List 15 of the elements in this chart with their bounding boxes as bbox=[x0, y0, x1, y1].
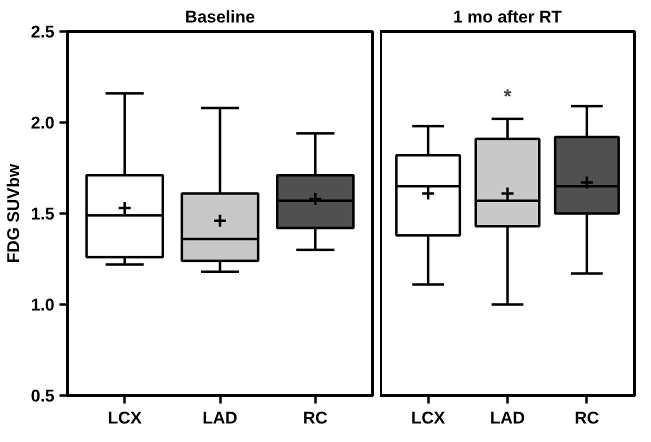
chart-title: 1 mo after RT bbox=[453, 8, 562, 26]
x-tick-label: LCX bbox=[411, 408, 446, 428]
y-tick-label: 1.0 bbox=[30, 296, 55, 314]
x-tick-label: RC bbox=[574, 408, 600, 428]
y-tick-label: 2.0 bbox=[30, 114, 55, 132]
y-axis-title: FDG SUVbw bbox=[4, 163, 23, 264]
x-tick-label: RC bbox=[303, 408, 328, 428]
chart-title: Baseline bbox=[185, 8, 255, 26]
annotation: * bbox=[504, 86, 512, 108]
x-tick-label: LAD bbox=[490, 408, 525, 428]
y-tick-label: 0.5 bbox=[30, 386, 55, 406]
y-tick-label: 1.5 bbox=[30, 204, 55, 224]
y-tick-label: 2.5 bbox=[30, 22, 55, 42]
x-tick-label: LCX bbox=[108, 408, 142, 428]
x-tick-label: LAD bbox=[202, 408, 238, 428]
